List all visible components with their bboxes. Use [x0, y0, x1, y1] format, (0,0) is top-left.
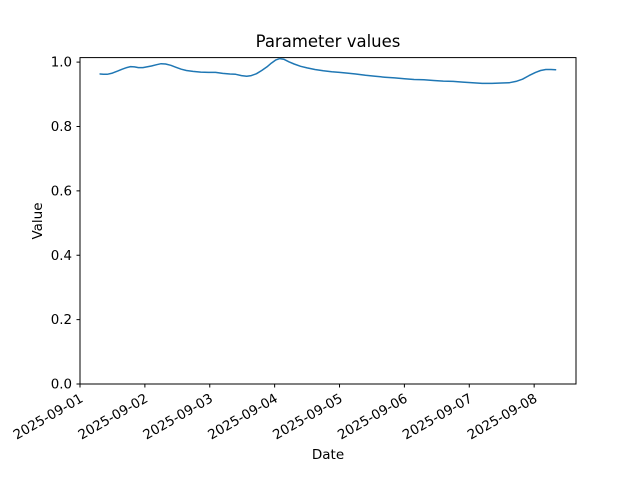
chart-title: Parameter values: [256, 32, 401, 51]
x-tick-label: 2025-09-02: [76, 391, 151, 443]
x-tick-label: 2025-09-04: [206, 391, 281, 443]
x-axis-label: Date: [312, 447, 344, 463]
x-tick-label: 2025-09-08: [465, 391, 540, 443]
plot-area: 0.00.20.40.60.81.02025-09-012025-09-0220…: [11, 56, 577, 443]
y-tick-label: 0.6: [51, 184, 72, 199]
y-tick-label: 1.0: [51, 56, 72, 71]
x-tick-label: 2025-09-07: [400, 391, 475, 443]
x-tick-label: 2025-09-05: [271, 391, 346, 443]
y-axis-label: Value: [30, 202, 46, 239]
y-tick-label: 0.0: [51, 378, 72, 393]
y-tick-label: 0.2: [51, 313, 72, 328]
y-tick-label: 0.8: [51, 120, 72, 135]
y-tick-label: 0.4: [51, 249, 72, 264]
axes-spines: [79, 57, 577, 385]
x-tick-label: 2025-09-01: [11, 391, 86, 443]
x-tick-label: 2025-09-03: [141, 391, 216, 443]
x-tick-label: 2025-09-06: [335, 391, 410, 443]
series-line: [99, 57, 557, 85]
